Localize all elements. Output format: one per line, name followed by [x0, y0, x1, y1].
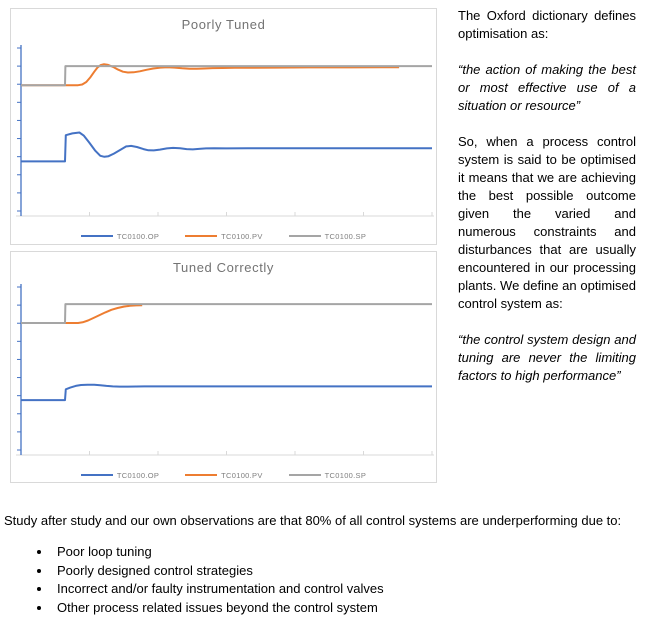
list-item: Poorly designed control strategies: [52, 562, 644, 581]
chart-title-tuned-correctly: Tuned Correctly: [173, 260, 274, 275]
list-item: Incorrect and/or faulty instrumentation …: [52, 580, 644, 599]
legend-label-op: TC0100.OP: [116, 231, 160, 241]
legend-item-op: TC0100.OP: [80, 470, 160, 480]
legend-swatch-op: [80, 235, 113, 237]
underperforming-intro: Study after study and our own observatio…: [4, 513, 622, 528]
chart-legend: TC0100.OP TC0100.PV TC0100.SP: [11, 228, 436, 244]
legend-item-sp: TC0100.SP: [288, 470, 367, 480]
line-plot-poorly-tuned: [16, 45, 434, 217]
line-plot-tuned-correctly: [16, 284, 434, 456]
legend-item-op: TC0100.OP: [80, 231, 160, 241]
chart-tuned-correctly: Tuned Correctly TC0100.OP TC0100.PV TC01…: [10, 251, 437, 483]
quote-optimised-control-system: “the control system design and tuning ar…: [458, 332, 636, 383]
list-item: Poor loop tuning: [52, 543, 644, 562]
paragraph-oxford-definition: The Oxford dictionary defines optimisati…: [458, 8, 636, 41]
bottom-section: Study after study and our own observatio…: [4, 512, 644, 617]
legend-label-op: TC0100.OP: [116, 470, 160, 480]
list-item: Other process related issues beyond the …: [52, 599, 644, 618]
legend-label-sp: TC0100.SP: [324, 231, 367, 241]
legend-swatch-sp: [288, 474, 321, 476]
legend-label-sp: TC0100.SP: [324, 470, 367, 480]
legend-label-pv: TC0100.PV: [221, 231, 263, 241]
chart-title-poorly-tuned: Poorly Tuned: [181, 17, 266, 32]
legend-label-pv: TC0100.PV: [221, 470, 263, 480]
legend-item-pv: TC0100.PV: [185, 232, 262, 241]
quote-optimisation-definition: “the action of making the best or most e…: [458, 62, 636, 113]
right-text-column: The Oxford dictionary defines optimisati…: [458, 7, 636, 403]
chart-legend: TC0100.OP TC0100.PV TC0100.SP: [11, 467, 436, 482]
charts-column: Poorly Tuned TC0100.OP TC0100.PV TC0100.…: [10, 8, 437, 483]
legend-swatch-pv: [185, 235, 218, 237]
legend-swatch-op: [80, 474, 113, 476]
paragraph-optimised-explanation: So, when a process control system is sai…: [458, 134, 636, 311]
underperforming-causes-list: Poor loop tuning Poorly designed control…: [4, 543, 644, 617]
chart-poorly-tuned: Poorly Tuned TC0100.OP TC0100.PV TC0100.…: [10, 8, 437, 245]
legend-item-sp: TC0100.SP: [288, 231, 367, 241]
legend-swatch-sp: [288, 235, 321, 237]
legend-swatch-pv: [185, 474, 218, 476]
legend-item-pv: TC0100.PV: [185, 471, 262, 480]
